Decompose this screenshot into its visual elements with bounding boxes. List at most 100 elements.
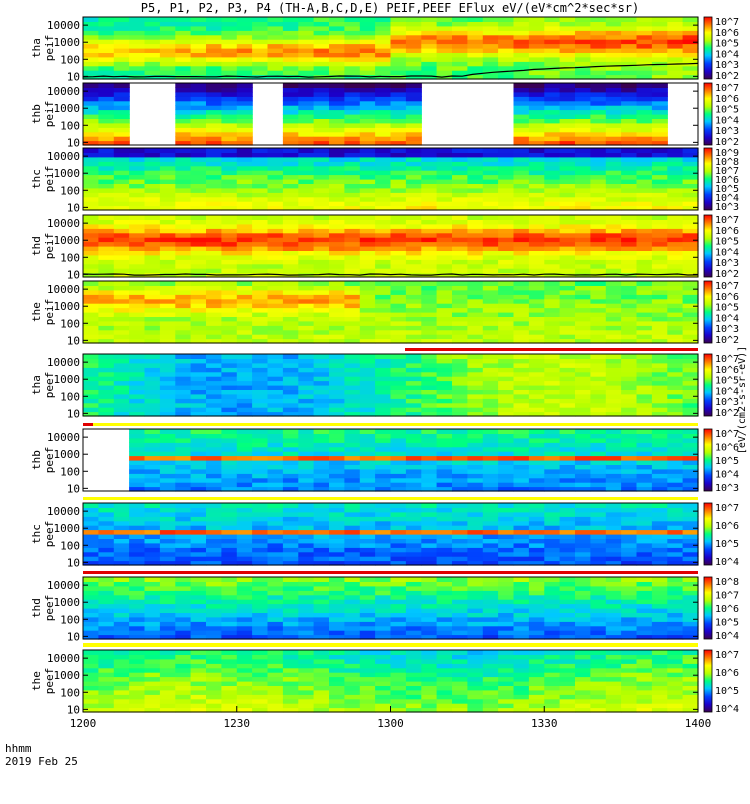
spectrogram-cell xyxy=(514,442,530,447)
spectrogram-cell xyxy=(129,538,145,543)
spectrogram-cell xyxy=(83,237,99,242)
spectrogram-cell xyxy=(544,285,560,290)
spectrogram-cell xyxy=(375,556,391,561)
spectrogram-cell xyxy=(560,188,576,193)
spectrogram-cell xyxy=(514,469,530,474)
spectrogram-cell xyxy=(252,188,268,193)
spectrogram-cell xyxy=(283,242,299,247)
spectrogram-cell xyxy=(175,358,191,363)
spectrogram-cell xyxy=(221,281,237,286)
spectrogram-cell xyxy=(375,264,391,269)
spectrogram-cell xyxy=(406,197,422,202)
spectrogram-cell xyxy=(406,114,422,119)
spectrogram-cell xyxy=(283,626,299,631)
spectrogram-cell xyxy=(283,201,299,206)
spectrogram-cell xyxy=(145,188,161,193)
spectrogram-cell xyxy=(344,17,360,22)
spectrogram-cell xyxy=(83,96,99,101)
spectrogram-cell xyxy=(83,325,99,330)
spectrogram-cell xyxy=(421,250,437,255)
spectrogram-cell xyxy=(637,447,653,452)
spectrogram-cell xyxy=(298,552,314,557)
spectrogram-cell xyxy=(575,166,591,171)
spectrogram-cell xyxy=(637,166,653,171)
spectrogram-cell xyxy=(145,590,161,595)
spectrogram-cell xyxy=(145,438,161,443)
spectrogram-cell xyxy=(483,188,499,193)
spectrogram-cell xyxy=(667,70,683,75)
spectrogram-cell xyxy=(483,590,499,595)
spectrogram-cell xyxy=(652,215,668,220)
spectrogram-cell xyxy=(606,460,622,465)
spectrogram-cell xyxy=(406,118,422,123)
spectrogram-cell xyxy=(268,581,284,586)
spectrogram-cell xyxy=(590,26,606,31)
spectrogram-cell xyxy=(329,630,345,635)
spectrogram-cell xyxy=(606,250,622,255)
spectrogram-cell xyxy=(298,581,314,586)
spectrogram-cell xyxy=(606,152,622,157)
spectrogram-cell xyxy=(514,334,530,339)
spectrogram-cell xyxy=(514,21,530,26)
spectrogram-cell xyxy=(206,451,222,456)
spectrogram-cell xyxy=(298,303,314,308)
spectrogram-cell xyxy=(206,398,222,403)
spectrogram-cell xyxy=(206,57,222,62)
spectrogram-cell xyxy=(129,259,145,264)
spectrogram-cell xyxy=(406,433,422,438)
spectrogram-cell xyxy=(406,268,422,273)
spectrogram-cell xyxy=(329,290,345,295)
spectrogram-cell xyxy=(498,512,514,517)
spectrogram-cell xyxy=(590,35,606,40)
spectrogram-cell xyxy=(268,166,284,171)
spectrogram-cell xyxy=(191,166,207,171)
spectrogram-cell xyxy=(206,456,222,461)
spectrogram-cell xyxy=(206,316,222,321)
spectrogram-cell xyxy=(544,451,560,456)
spectrogram-cell xyxy=(606,312,622,317)
spectrogram-cell xyxy=(145,699,161,704)
spectrogram-cell xyxy=(114,224,130,229)
spectrogram-cell xyxy=(298,507,314,512)
spectrogram-cell xyxy=(437,325,453,330)
spectrogram-cell xyxy=(575,367,591,372)
spectrogram-cell xyxy=(268,363,284,368)
spectrogram-cell xyxy=(406,482,422,487)
spectrogram-cell xyxy=(637,87,653,92)
spectrogram-cell xyxy=(437,183,453,188)
spectrogram-cell xyxy=(621,376,637,381)
spectrogram-cell xyxy=(206,512,222,517)
spectrogram-cell xyxy=(283,224,299,229)
spectrogram-cell xyxy=(191,105,207,110)
spectrogram-cell xyxy=(114,197,130,202)
spectrogram-cell xyxy=(175,398,191,403)
spectrogram-cell xyxy=(221,161,237,166)
spectrogram-cell xyxy=(283,521,299,526)
spectrogram-cell xyxy=(590,503,606,508)
spectrogram-cell xyxy=(344,612,360,617)
spectrogram-cell xyxy=(268,354,284,359)
spectrogram-cell xyxy=(621,250,637,255)
spectrogram-cell xyxy=(314,464,330,469)
spectrogram-cell xyxy=(498,197,514,202)
spectrogram-cell xyxy=(683,433,699,438)
spectrogram-cell xyxy=(114,17,130,22)
spectrogram-cell xyxy=(683,503,699,508)
spectrogram-cell xyxy=(575,381,591,386)
spectrogram-cell xyxy=(298,608,314,613)
spectrogram-cell xyxy=(206,367,222,372)
spectrogram-cell xyxy=(375,188,391,193)
spectrogram-cell xyxy=(191,389,207,394)
spectrogram-cell xyxy=(683,70,699,75)
spectrogram-cell xyxy=(514,166,530,171)
spectrogram-cell xyxy=(375,308,391,313)
spectrogram-cell xyxy=(621,157,637,162)
spectrogram-cell xyxy=(160,299,176,304)
spectrogram-cell xyxy=(344,581,360,586)
spectrogram-cell xyxy=(406,52,422,57)
spectrogram-cell xyxy=(590,87,606,92)
spectrogram-cell xyxy=(191,581,207,586)
spectrogram-cell xyxy=(683,612,699,617)
spectrogram-cell xyxy=(360,264,376,269)
spectrogram-cell xyxy=(575,294,591,299)
